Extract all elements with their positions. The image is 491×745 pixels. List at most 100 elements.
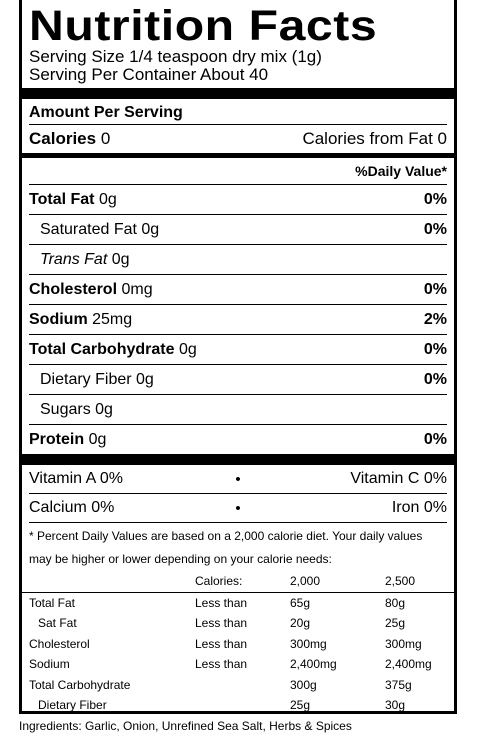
nutrient-row: Cholesterol 0mg 0% — [29, 274, 447, 304]
dv-table-cell: Cholesterol — [29, 636, 90, 651]
nutrient-row: Trans Fat 0g — [29, 244, 447, 274]
bullet-separator: • — [235, 499, 241, 517]
dv-table-cell — [22, 571, 188, 593]
dv-table-cell: Dietary Fiber — [38, 698, 107, 713]
dv-table-row: Total Carbohydrate 300g 375g — [22, 675, 454, 696]
nutrient-label-group: Total Fat 0g — [29, 191, 117, 209]
dv-table-cell: Sodium — [29, 657, 70, 672]
nutrient-name: Cholesterol — [29, 280, 118, 298]
calories-label-group: Calories 0 — [29, 129, 110, 149]
nutrient-label-group: Dietary Fiber 0g — [40, 371, 154, 389]
nutrient-amount: 0g — [98, 190, 117, 208]
dv-table-row: Sat Fat Less than 20g 25g — [22, 613, 454, 634]
nutrient-name: Saturated Fat — [40, 220, 137, 238]
dv-table-cell — [188, 695, 283, 716]
nutrient-amount: 0g — [136, 370, 154, 388]
dv-table-cell: Less than — [195, 636, 248, 651]
dv-table-cell: Less than — [195, 657, 248, 672]
nutrient-name: Total Fat — [29, 190, 95, 208]
dv-table-row: Dietary Fiber 25g 30g — [22, 695, 454, 716]
nutrient-label-group: Sugars 0g — [40, 401, 113, 419]
dv-table-cell: 25g — [290, 698, 311, 713]
ingredients: Ingredients: Garlic, Onion, Unrefined Se… — [19, 719, 352, 733]
nutrient-amount: 0g — [141, 220, 160, 238]
serving-size: Serving Size 1/4 teaspoon dry mix (1g) — [29, 47, 322, 66]
daily-value-table: Calories: 2,000 2,500 Total Fat Less than 65g… — [22, 571, 454, 716]
nutrient-percent: 2% — [423, 310, 447, 328]
nutrient-percent: 0% — [423, 430, 447, 448]
servings-per-container: Serving Per Container About 40 — [29, 65, 269, 84]
vitamin-right: Vitamin C 0% — [350, 470, 447, 487]
nutrition-label: Nutrition Facts Serving Size 1/4 teaspoo… — [19, 0, 457, 714]
dv-table-cell: 25g — [385, 616, 406, 631]
nutrient-row: Total Carbohydrate 0g 0% — [29, 334, 447, 364]
bullet-separator: • — [235, 470, 241, 488]
dv-table-cell: 30g — [385, 698, 406, 713]
dv-table-cell: Less than — [195, 616, 248, 631]
nutrient-percent: 0% — [423, 340, 447, 358]
nutrient-percent: 0% — [423, 220, 447, 238]
vitamin-left: Calcium 0% — [29, 499, 115, 516]
dv-table-cell: 2,000 — [283, 571, 378, 593]
nutrient-row: Sodium 25mg 2% — [29, 304, 447, 334]
dv-table-cell: 2,400mg — [385, 657, 432, 672]
nutrient-label-group: Cholesterol 0mg — [29, 281, 153, 299]
nutrient-amount: 0g — [95, 400, 113, 418]
dv-table-cell: 300mg — [385, 636, 422, 651]
nutrient-name: Protein — [29, 430, 85, 448]
dv-table-row: Sodium Less than 2,400mg 2,400mg — [22, 654, 454, 675]
dv-table-cell: Total Carbohydrate — [29, 677, 131, 692]
nutrient-row: Saturated Fat 0g 0% — [29, 214, 447, 244]
nutrient-row: Sugars 0g — [29, 394, 447, 424]
thick-divider — [22, 88, 454, 99]
dv-table-cell: Less than — [195, 595, 248, 610]
nutrient-percent: 0% — [423, 280, 447, 298]
nutrient-label-group: Protein 0g — [29, 431, 106, 449]
vitamin-list: Vitamin A 0% • Vitamin C 0% Calcium 0% • Iron… — [29, 465, 447, 522]
daily-value-header: %Daily Value* — [29, 158, 447, 184]
dv-table-cell: 2,400mg — [290, 657, 337, 672]
vitamin-left: Vitamin A 0% — [29, 470, 123, 487]
dv-table-cell — [188, 675, 283, 696]
label-title: Nutrition Facts — [29, 2, 378, 50]
dv-table-cell: 300g — [290, 677, 317, 692]
nutrient-name: Total Carbohydrate — [29, 340, 175, 358]
vitamin-right: Iron 0% — [391, 499, 447, 516]
dv-table-cell: Total Fat — [29, 595, 76, 610]
nutrient-label-group: Saturated Fat 0g — [40, 221, 159, 239]
nutrient-row: Total Fat 0g 0% — [29, 184, 447, 214]
dv-table-row: Total Fat Less than 65g 80g — [22, 592, 454, 613]
dv-table-cell: 20g — [290, 616, 311, 631]
dv-table-cell: 300mg — [290, 636, 327, 651]
dv-table-cell: 375g — [385, 677, 412, 692]
nutrient-percent: 0% — [423, 370, 447, 388]
nutrient-list: Total Fat 0g 0% Saturated Fat 0g 0% Trans Fa… — [29, 184, 447, 454]
dv-table-cell: 2,500 — [378, 571, 454, 593]
nutrient-amount: 25mg — [92, 310, 133, 328]
nutrient-name: Sugars — [40, 400, 91, 418]
calories-value: 0 — [100, 129, 111, 148]
dv-table-row: Calories: 2,000 2,500 — [22, 571, 454, 593]
dv-table-row: Cholesterol Less than 300mg 300mg — [22, 634, 454, 655]
nutrient-amount: 0g — [88, 430, 107, 448]
nutrient-percent: 0% — [423, 190, 447, 208]
nutrient-label-group: Total Carbohydrate 0g — [29, 341, 197, 359]
nutrient-name: Sodium — [29, 310, 88, 328]
calories-row: Calories 0 Calories from Fat 0 — [29, 124, 447, 153]
vitamin-row: Vitamin A 0% • Vitamin C 0% — [29, 465, 447, 493]
amount-per-serving: Amount Per Serving — [29, 104, 183, 121]
dv-table-cell: Calories: — [188, 571, 283, 593]
medium-divider — [22, 153, 454, 158]
nutrient-amount: 0g — [178, 340, 197, 358]
thick-divider-vitamins — [22, 454, 454, 465]
footnote: * Percent Daily Values are based on a 2,… — [29, 522, 447, 571]
calories-from-fat: Calories from Fat 0 — [302, 129, 447, 148]
vitamin-row: Calcium 0% • Iron 0% — [29, 493, 447, 522]
nutrient-name: Trans Fat — [40, 250, 108, 268]
dv-table-cell: Sat Fat — [38, 616, 77, 631]
daily-value-header-text: %Daily Value* — [355, 163, 447, 179]
nutrient-name: Dietary Fiber — [40, 370, 132, 388]
dv-table-cell: 80g — [385, 595, 406, 610]
nutrient-label-group: Trans Fat 0g — [40, 251, 130, 269]
nutrient-label-group: Sodium 25mg — [29, 311, 132, 329]
